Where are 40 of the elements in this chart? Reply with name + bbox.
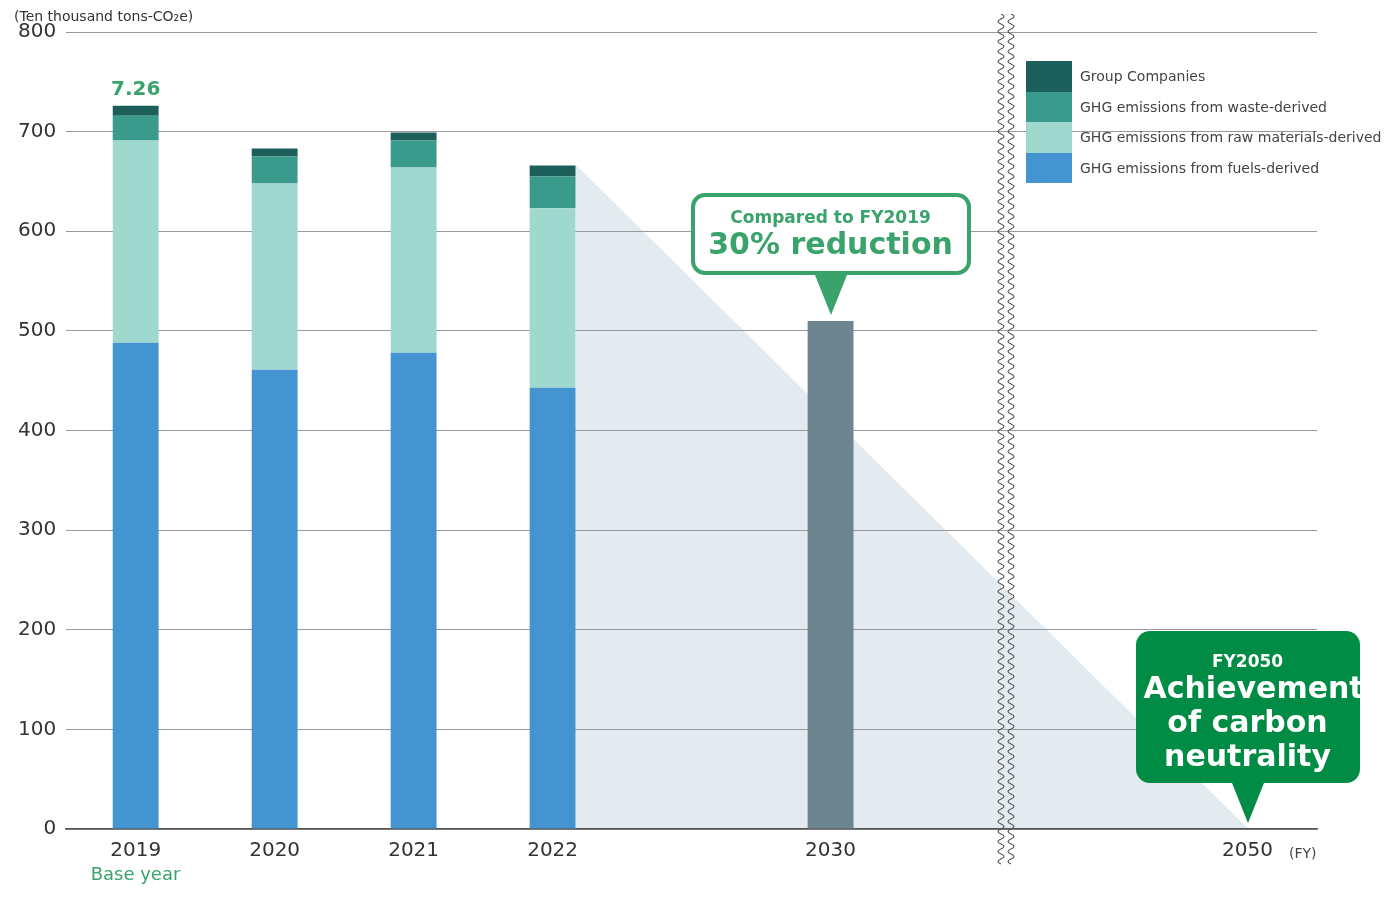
legend-label: GHG emissions from waste-derived — [1080, 98, 1327, 115]
bar — [390, 352, 437, 829]
annotation: Compared to FY2019 — [729, 206, 932, 227]
bar — [112, 115, 159, 141]
bar — [251, 183, 298, 370]
y-tick-label: 600 — [17, 217, 57, 242]
y-tick-label: 100 — [17, 715, 57, 740]
y-tick-label: 0 — [43, 815, 57, 840]
annotation: FY2050 — [1210, 651, 1285, 671]
bar — [529, 165, 576, 177]
x-tick-label: 2022 — [527, 837, 579, 862]
bar — [112, 140, 159, 343]
x-tick-label: 2021 — [388, 837, 440, 862]
legend-label: GHG emissions from fuels-derived — [1080, 159, 1320, 176]
annotation: 7.26 — [110, 75, 161, 100]
bar — [529, 176, 576, 209]
bar — [390, 140, 437, 168]
bar — [529, 387, 576, 829]
y-tick-label: 200 — [17, 615, 57, 640]
bar — [807, 320, 854, 829]
y-tick-label: 700 — [17, 117, 57, 142]
bar — [251, 148, 298, 157]
y-tick-label: 300 — [17, 516, 57, 541]
x-tick-label: 2019 — [110, 837, 162, 862]
x-tick-label: 2030 — [805, 837, 857, 862]
y-tick-label: 500 — [17, 317, 57, 342]
x-tick-label: 2050 — [1222, 837, 1273, 862]
bar — [390, 132, 437, 141]
y-tick-label: 400 — [17, 416, 57, 441]
legend-label: GHG emissions from raw materials-derived — [1080, 129, 1382, 146]
legend-label: Group Companies — [1080, 68, 1206, 85]
bar — [529, 208, 576, 388]
bar — [251, 369, 298, 829]
bar — [112, 105, 159, 116]
text: Base year — [90, 863, 181, 884]
bar — [390, 167, 437, 353]
bar — [112, 342, 159, 829]
text: (FY) — [1289, 845, 1317, 861]
bar — [251, 156, 298, 184]
x-tick-label: 2020 — [249, 837, 301, 862]
